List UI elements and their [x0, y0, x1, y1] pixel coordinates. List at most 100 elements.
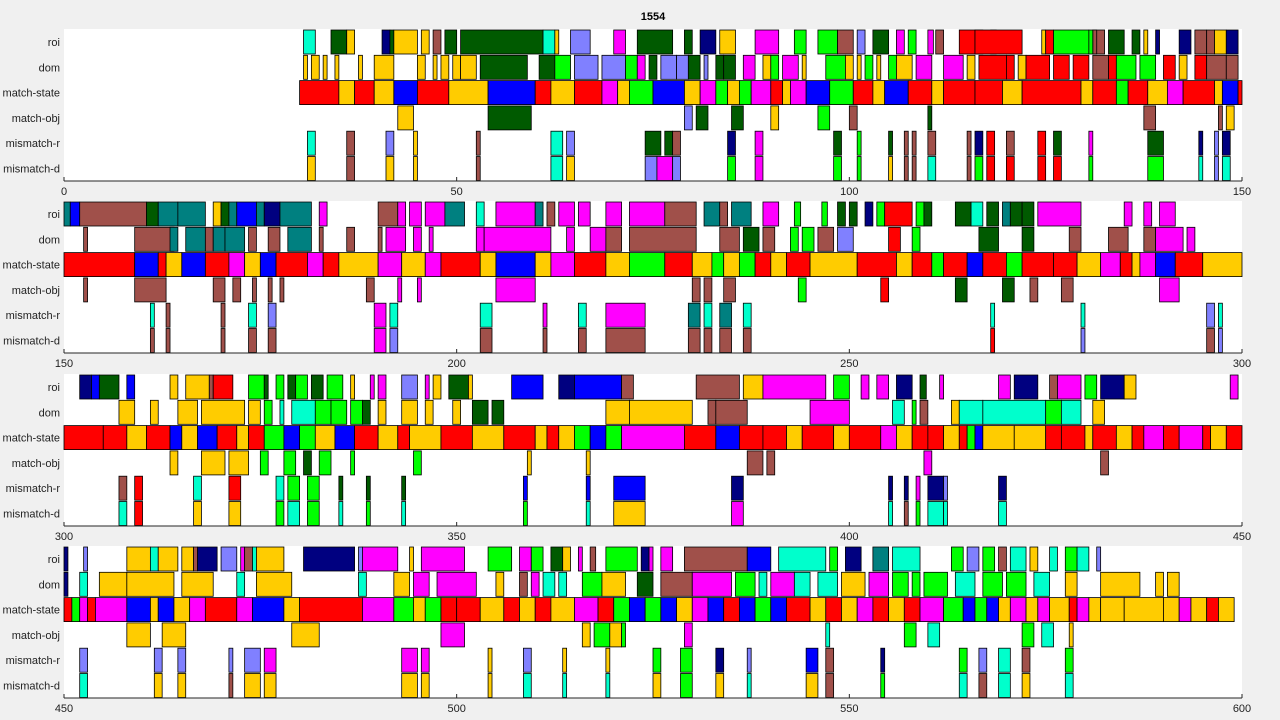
segment-dom: [876, 54, 882, 80]
segment-match-state: [471, 425, 505, 451]
segment-mismatch-r: [888, 475, 893, 501]
segment-dom: [1064, 571, 1078, 597]
segment-mismatch-r: [998, 475, 1007, 501]
segment-match-state: [1123, 597, 1164, 622]
segment-match-state: [393, 80, 418, 105]
segment-dom: [636, 54, 646, 80]
segment-roi: [303, 29, 316, 55]
segment-mismatch-d: [652, 673, 662, 698]
segment-match-state: [884, 80, 909, 105]
segment-match-obj: [731, 105, 744, 131]
segment-mismatch-r: [1053, 130, 1062, 156]
segment-roi: [495, 201, 536, 227]
segment-mismatch-d: [220, 328, 226, 353]
segment-dom: [118, 399, 136, 425]
segment-dom: [1155, 226, 1184, 252]
segment-mismatch-r: [672, 130, 681, 156]
segment-dom: [385, 226, 407, 252]
segment-dom: [742, 54, 756, 80]
segment-mismatch-r: [1006, 130, 1015, 156]
segment-match-state: [63, 252, 136, 278]
segment-mismatch-d: [365, 501, 371, 526]
segment-dom: [676, 54, 689, 80]
segment-match-state: [95, 597, 128, 622]
segment-match-obj: [169, 450, 179, 476]
segment-match-state: [1002, 80, 1023, 105]
segment-match-state: [1021, 252, 1054, 278]
x-tick-label: 550: [840, 703, 858, 715]
segment-match-obj: [397, 105, 414, 131]
segment-match-state: [825, 597, 842, 622]
segment-mismatch-d: [915, 501, 921, 526]
segment-match-state: [244, 252, 261, 278]
segment-mismatch-d: [978, 673, 988, 698]
segment-dom: [181, 571, 214, 597]
segment-mismatch-r: [966, 130, 972, 156]
segment-dom: [475, 226, 485, 252]
segment-dom: [358, 571, 367, 597]
segment-mismatch-r: [365, 475, 371, 501]
segment-dom: [212, 226, 226, 252]
segment-match-state: [605, 252, 630, 278]
segment-roi: [821, 201, 828, 227]
segment-match-state: [1115, 80, 1129, 105]
segment-dom: [982, 571, 1003, 597]
segment-match-state: [754, 597, 772, 622]
segment-mismatch-r: [1064, 647, 1074, 673]
segment-dom: [460, 54, 477, 80]
segment-roi: [256, 201, 265, 227]
segment-mismatch-r: [401, 647, 418, 673]
segment-roi: [444, 201, 465, 227]
segment-roi: [1194, 29, 1208, 55]
panel-3: roi dom match-state match-obj mismatch-r mism…: [3, 374, 1251, 543]
segment-match-state: [275, 252, 308, 278]
segment-match-state: [958, 425, 968, 451]
segment-mismatch-d: [903, 156, 909, 181]
row-label-mismatch-d: mismatch-d: [3, 336, 60, 348]
segment-match-state: [362, 597, 395, 622]
segment-mismatch-r: [307, 475, 320, 501]
segment-roi: [240, 546, 246, 572]
segment-roi: [126, 546, 151, 572]
segment-match-state: [715, 425, 740, 451]
segment-match-state: [982, 252, 1007, 278]
segment-match-state: [495, 252, 536, 278]
segment-mismatch-d: [998, 501, 1007, 526]
segment-match-state: [393, 597, 414, 622]
segment-mismatch-r: [833, 130, 842, 156]
segment-mismatch-r: [413, 130, 418, 156]
segment-dom: [1108, 226, 1129, 252]
segment-mismatch-r: [1198, 130, 1204, 156]
segment-dom: [1194, 54, 1208, 80]
segment-match-state: [1174, 252, 1204, 278]
segment-dom: [841, 571, 866, 597]
segment-match-obj: [267, 277, 273, 303]
segment-dom: [491, 399, 505, 425]
x-tick-label: 350: [447, 531, 465, 543]
segment-roi: [519, 546, 532, 572]
segment-dom: [762, 54, 772, 80]
segment-mismatch-d: [118, 501, 128, 526]
segment-mismatch-r: [1206, 302, 1215, 328]
segment-mismatch-r: [644, 130, 662, 156]
segment-dom: [923, 571, 948, 597]
segment-match-state: [829, 80, 854, 105]
x-tick-label: 500: [447, 703, 465, 715]
segment-match-state: [440, 597, 458, 622]
segment-roi: [577, 201, 591, 227]
segment-roi: [1096, 546, 1102, 572]
segment-dom: [177, 399, 198, 425]
segment-dom: [892, 571, 909, 597]
segment-dom: [362, 399, 371, 425]
x-tick-label: 300: [55, 531, 73, 543]
segment-roi: [1009, 201, 1023, 227]
segment-roi: [1057, 374, 1082, 400]
segment-roi: [546, 201, 556, 227]
segment-dom: [625, 54, 638, 80]
segment-roi: [896, 29, 905, 55]
segment-match-state: [534, 425, 548, 451]
segment-mismatch-d: [1218, 328, 1223, 353]
row-label-match-state: match-state: [3, 605, 60, 617]
segment-match-state: [1060, 425, 1086, 451]
segment-mismatch-r: [275, 475, 285, 501]
